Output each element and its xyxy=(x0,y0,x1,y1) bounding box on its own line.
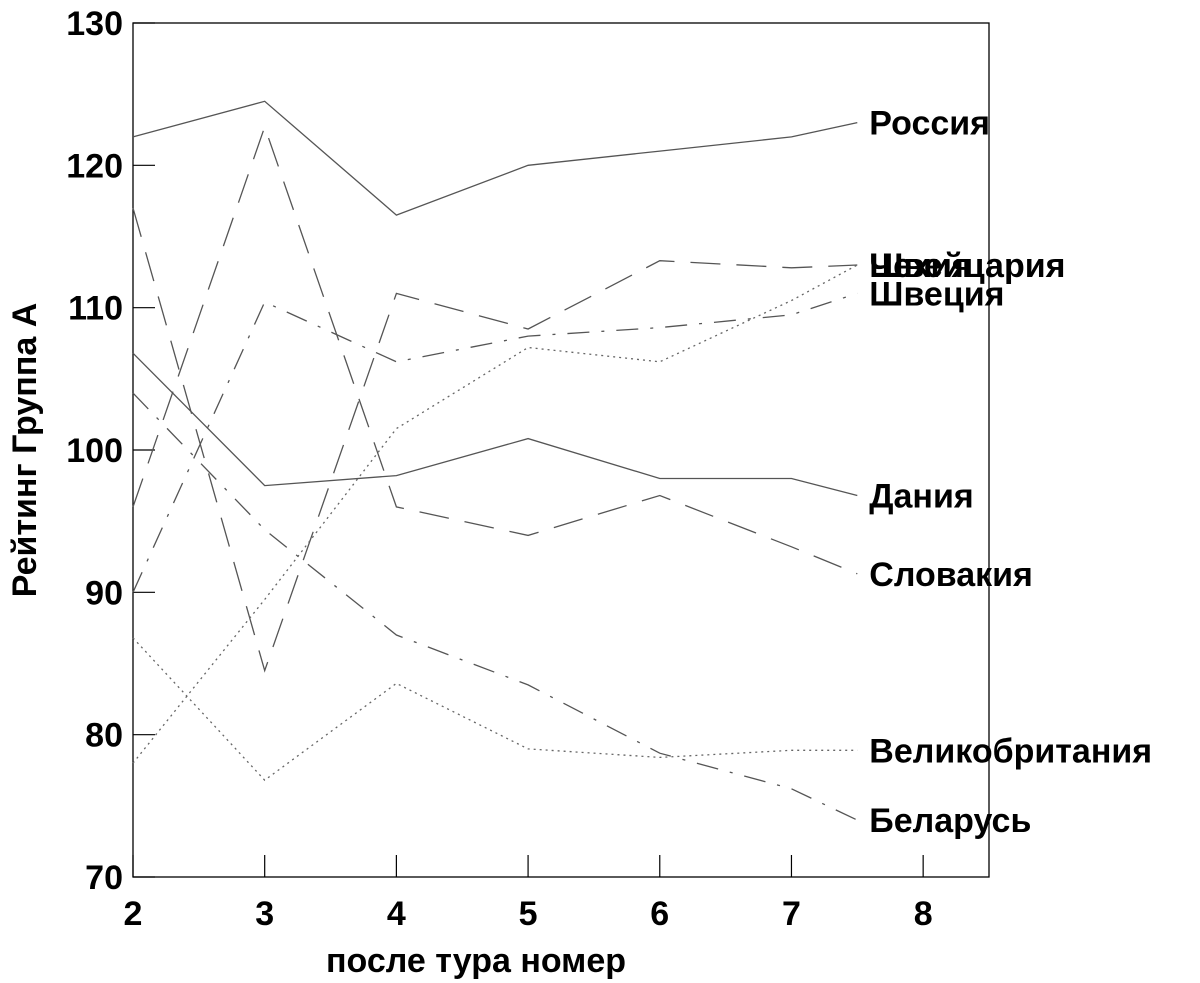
x-tick-label: 8 xyxy=(914,895,933,933)
y-tick-label: 100 xyxy=(66,432,123,470)
series-label-5: Дания xyxy=(869,478,973,516)
series-label-2: Швейцария xyxy=(869,247,1065,285)
axis-ticks: 2 3 4 5 6 7 8 70 80 90 100 110 120 130 xyxy=(66,5,932,933)
series-lines xyxy=(132,100,858,821)
series-label-7: Великобритания xyxy=(869,732,1152,770)
series-label-6: Словакия xyxy=(869,556,1033,594)
x-tick-label: 2 xyxy=(124,895,143,933)
plot-border xyxy=(132,22,990,878)
x-tick-label: 6 xyxy=(650,895,669,933)
series-line-2 xyxy=(132,207,858,673)
x-tick-label: 3 xyxy=(255,895,274,933)
series-label-4: Швеция xyxy=(869,275,1004,313)
series-line-6 xyxy=(132,124,858,575)
x-axis-title: после тура номер xyxy=(326,942,626,980)
series-line-8 xyxy=(132,392,858,821)
series-line-3 xyxy=(132,264,858,764)
series-line-1 xyxy=(132,100,858,216)
y-tick-label: 110 xyxy=(68,290,123,328)
y-tick-label: 90 xyxy=(85,574,123,612)
y-tick-label: 120 xyxy=(66,147,123,185)
y-axis-title: Рейтинг Группа А xyxy=(6,303,44,598)
x-tick-label: 7 xyxy=(782,895,801,933)
series-label-8: Беларусь xyxy=(869,802,1031,840)
x-tick-label: 4 xyxy=(387,895,406,933)
x-tick-label: 5 xyxy=(519,895,538,933)
plot-frame xyxy=(132,22,990,878)
series-label-1: Россия xyxy=(869,105,990,143)
y-tick-label: 130 xyxy=(66,5,123,43)
y-tick-label: 80 xyxy=(85,717,123,755)
series-line-4 xyxy=(132,292,858,593)
y-tick-label: 70 xyxy=(85,859,123,897)
series-label-3: Чехия xyxy=(869,247,971,285)
series-line-5 xyxy=(132,352,858,497)
series-line-7 xyxy=(132,637,858,782)
